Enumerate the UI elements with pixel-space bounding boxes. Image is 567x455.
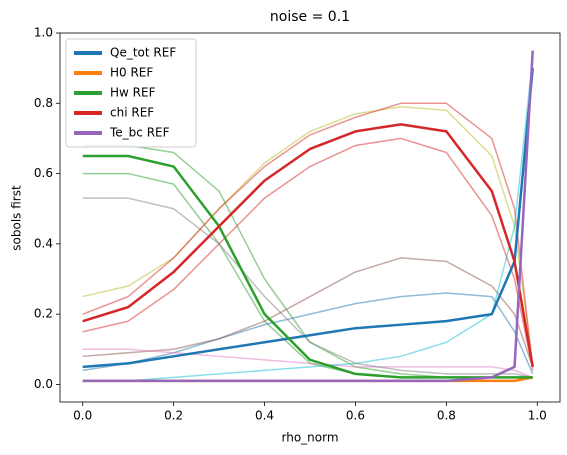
data-line — [82, 123, 534, 368]
x-tick-label: 1.0 — [528, 409, 547, 423]
legend-label: H0 REF — [110, 66, 153, 80]
data-line — [82, 102, 534, 367]
legend-label: Te_bc REF — [109, 126, 170, 140]
x-tick-label: 0.8 — [437, 409, 456, 423]
y-axis-label: sobols first — [10, 185, 24, 251]
data-line — [82, 197, 533, 379]
y-tick-label: 0.8 — [34, 96, 53, 110]
data-line — [82, 144, 533, 379]
data-line — [82, 257, 534, 368]
data-line — [82, 172, 533, 379]
x-tick-label: 0.4 — [255, 409, 274, 423]
y-tick-label: 0.6 — [34, 166, 53, 180]
data-line — [82, 50, 534, 383]
data-line — [82, 57, 534, 382]
legend-box — [65, 38, 197, 148]
legend-label: chi REF — [110, 106, 154, 120]
data-line — [82, 154, 533, 379]
x-tick-label: 0.0 — [73, 409, 92, 423]
x-tick-label: 0.2 — [164, 409, 183, 423]
data-line — [82, 137, 534, 371]
y-tick-label: 0.0 — [34, 377, 53, 391]
y-tick-label: 1.0 — [34, 26, 53, 40]
legend-label: Hw REF — [110, 86, 156, 100]
x-tick-label: 0.6 — [346, 409, 365, 423]
x-axis-label: rho_norm — [281, 431, 338, 445]
chart-title: noise = 0.1 — [270, 9, 350, 25]
legend-label: Qe_tot REF — [110, 46, 176, 60]
data-line — [82, 68, 534, 369]
y-tick-label: 0.2 — [34, 307, 53, 321]
axes-frame — [59, 32, 561, 403]
y-tick-label: 0.4 — [34, 236, 53, 250]
data-line — [82, 106, 534, 367]
